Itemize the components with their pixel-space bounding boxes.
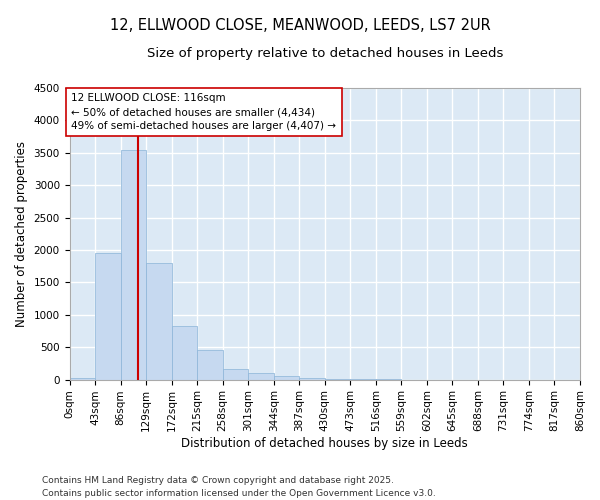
Bar xyxy=(299,378,325,380)
Bar xyxy=(95,254,121,380)
Bar xyxy=(248,373,274,380)
Text: Contains HM Land Registry data © Crown copyright and database right 2025.
Contai: Contains HM Land Registry data © Crown c… xyxy=(42,476,436,498)
Bar xyxy=(121,150,146,380)
Text: 12 ELLWOOD CLOSE: 116sqm
← 50% of detached houses are smaller (4,434)
49% of sem: 12 ELLWOOD CLOSE: 116sqm ← 50% of detach… xyxy=(71,93,337,131)
Bar xyxy=(197,350,223,380)
Text: 12, ELLWOOD CLOSE, MEANWOOD, LEEDS, LS7 2UR: 12, ELLWOOD CLOSE, MEANWOOD, LEEDS, LS7 … xyxy=(110,18,490,32)
Bar xyxy=(172,326,197,380)
Title: Size of property relative to detached houses in Leeds: Size of property relative to detached ho… xyxy=(146,48,503,60)
X-axis label: Distribution of detached houses by size in Leeds: Distribution of detached houses by size … xyxy=(181,437,468,450)
Bar xyxy=(325,379,350,380)
Y-axis label: Number of detached properties: Number of detached properties xyxy=(15,141,28,327)
Bar xyxy=(223,368,248,380)
Bar xyxy=(146,263,172,380)
Bar xyxy=(70,378,95,380)
Bar xyxy=(274,376,299,380)
